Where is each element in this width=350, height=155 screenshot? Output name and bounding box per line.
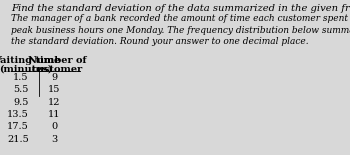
Text: 9.5: 9.5: [13, 98, 29, 107]
Text: customer: customer: [32, 65, 83, 74]
Text: 13.5: 13.5: [7, 110, 29, 119]
Text: 12: 12: [48, 98, 61, 107]
Text: 9: 9: [51, 73, 57, 82]
Text: Waiting time: Waiting time: [0, 56, 61, 65]
Text: 0: 0: [51, 122, 57, 131]
Text: 15: 15: [48, 85, 61, 94]
Text: (minutes): (minutes): [0, 65, 52, 74]
Text: 17.5: 17.5: [7, 122, 29, 131]
Text: 21.5: 21.5: [7, 135, 29, 144]
Text: The manager of a bank recorded the amount of time each customer spent waiting in: The manager of a bank recorded the amoun…: [11, 14, 350, 46]
Text: Find the standard deviation of the data summarized in the given frequency distri: Find the standard deviation of the data …: [11, 4, 350, 13]
Text: 5.5: 5.5: [13, 85, 29, 94]
Text: 1.5: 1.5: [13, 73, 29, 82]
Text: Number of: Number of: [28, 56, 87, 65]
Text: 11: 11: [48, 110, 61, 119]
Text: 3: 3: [51, 135, 58, 144]
